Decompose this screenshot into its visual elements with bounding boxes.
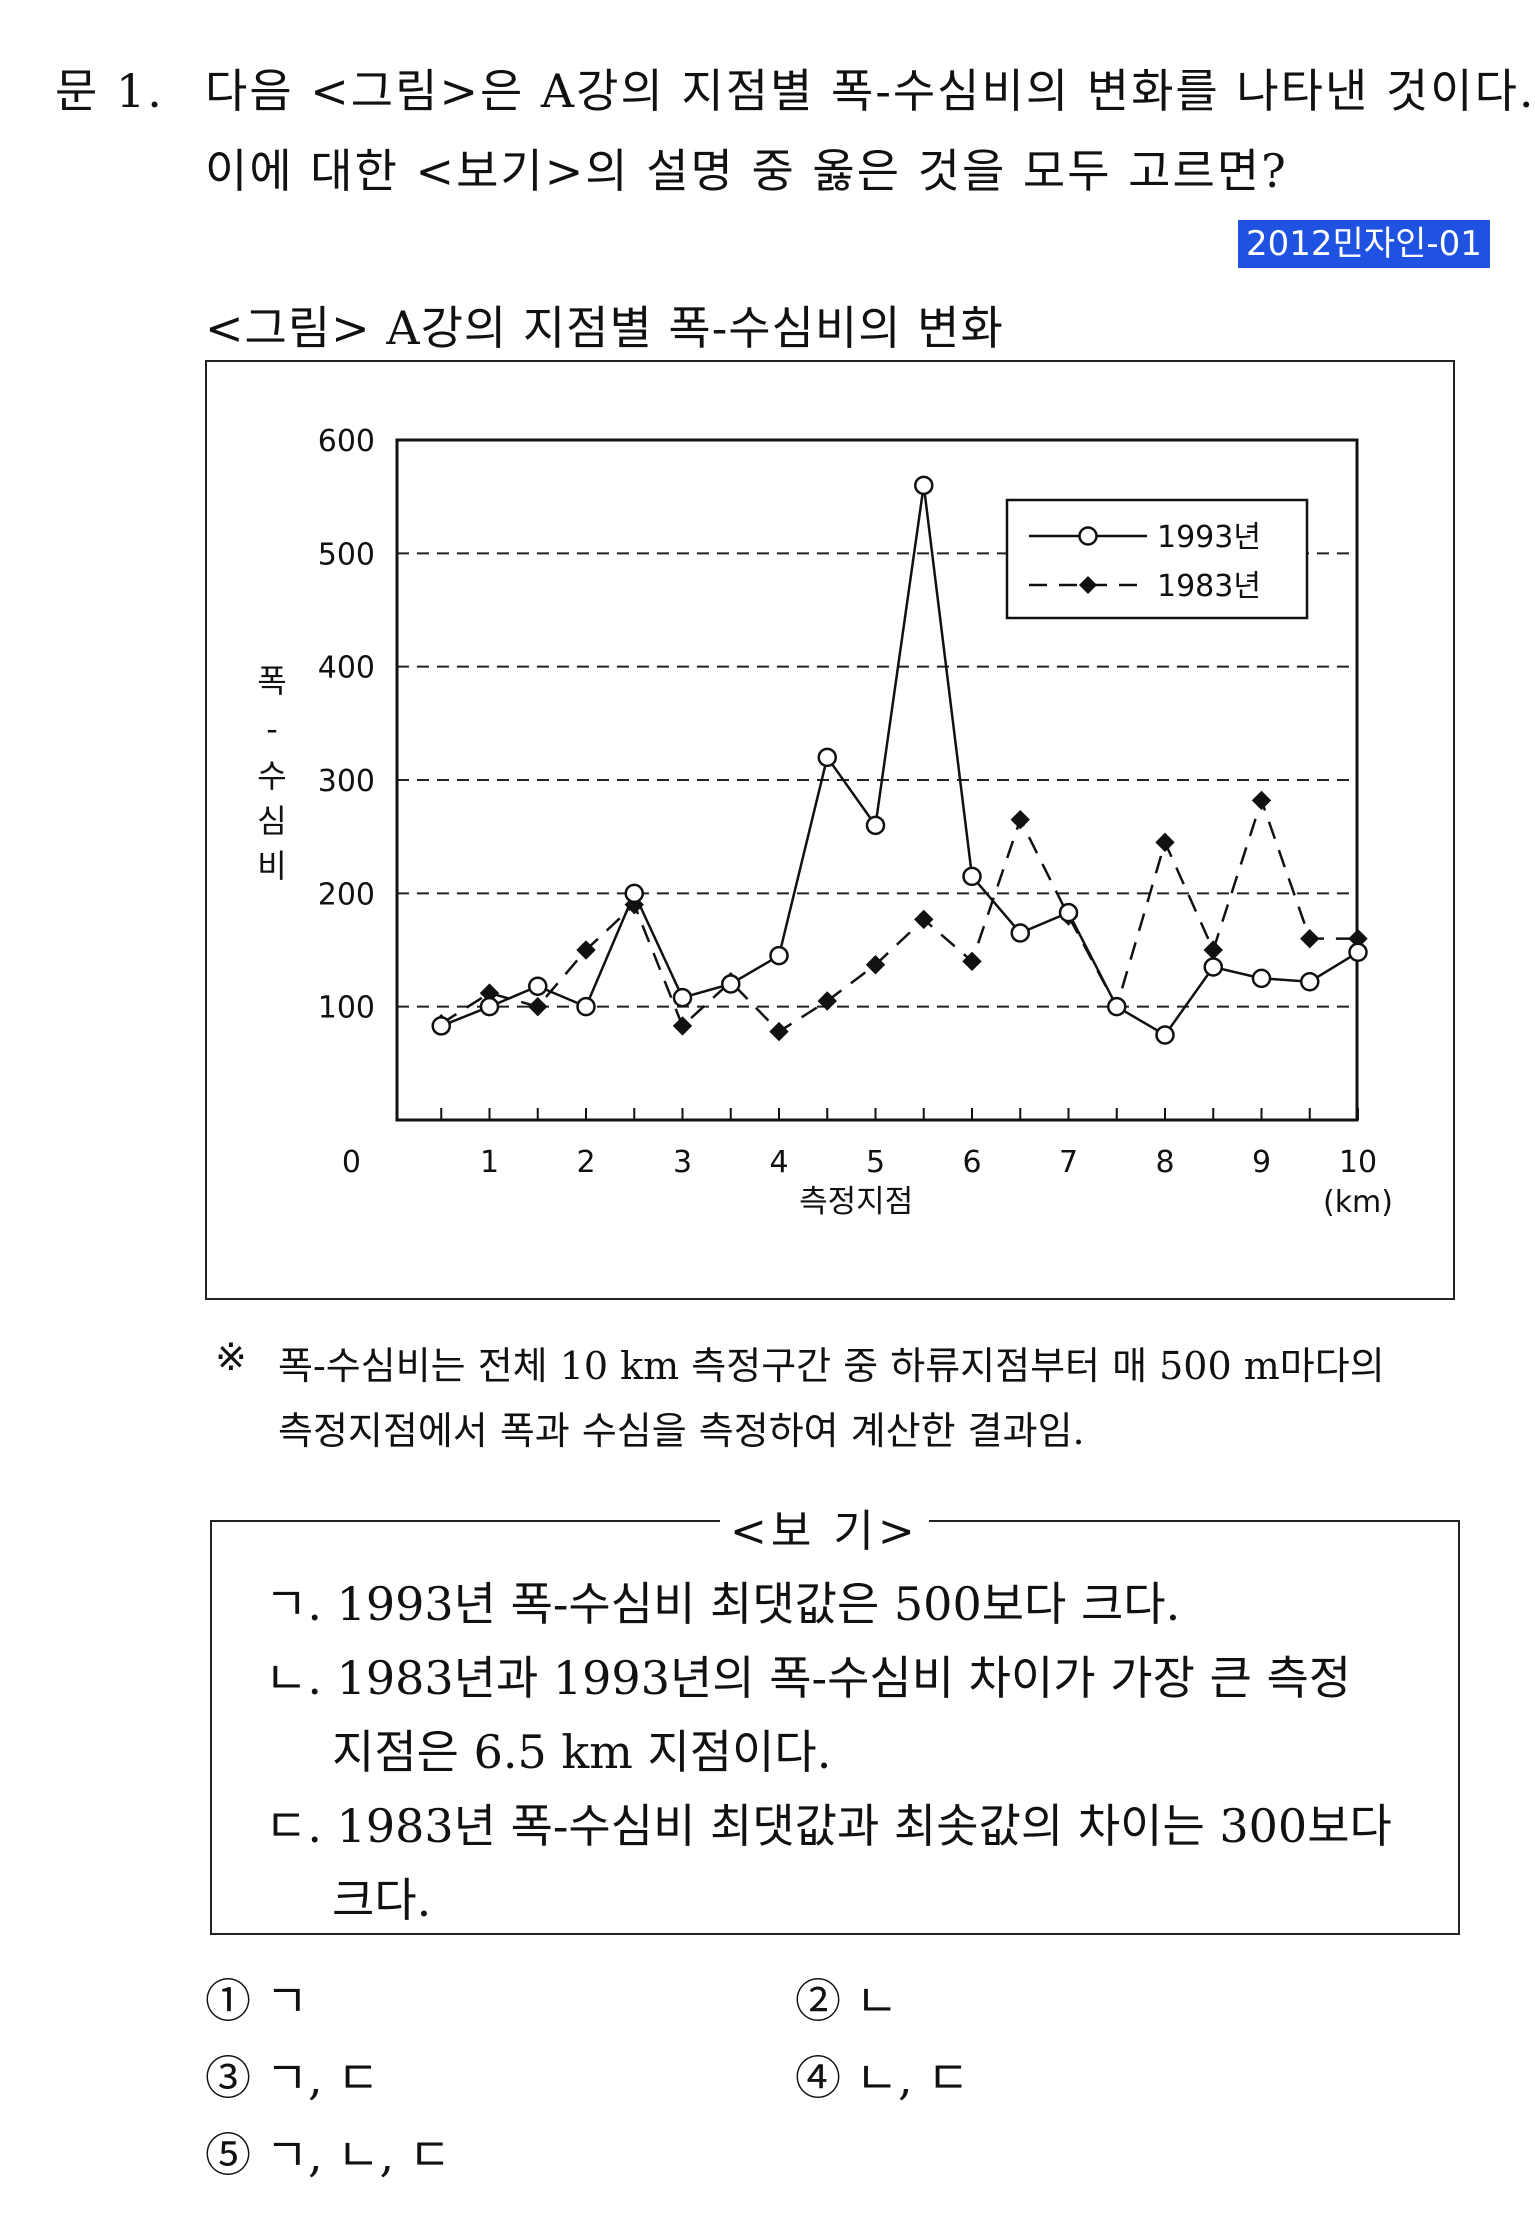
y-axis-label-char: 비 bbox=[257, 847, 286, 885]
choice-5[interactable]: ⑤ ㄱ, ㄴ, ㄷ bbox=[205, 2128, 452, 2182]
point-1993 bbox=[1155, 1025, 1175, 1045]
x-axis-label: 측정지점 bbox=[799, 1184, 913, 1220]
legend-box bbox=[1005, 498, 1309, 620]
figure-title: <그림> A강의 지점별 폭-수심비의 변화 bbox=[205, 301, 1004, 355]
point-1993 bbox=[576, 996, 596, 1017]
point-1983 bbox=[865, 955, 886, 975]
question-text-line2: 이에 대한 <보기>의 설명 중 옳은 것을 모두 고르면? bbox=[205, 144, 1288, 198]
legend-marker-1993 bbox=[1078, 526, 1098, 546]
point-1993 bbox=[1251, 968, 1272, 989]
x-tick-label: 7 bbox=[1059, 1145, 1078, 1180]
point-1983 bbox=[576, 940, 596, 960]
y-axis-label-char: 폭 bbox=[257, 662, 286, 700]
choice-1[interactable]: ① ㄱ bbox=[205, 1974, 308, 2028]
point-1993 bbox=[1348, 942, 1368, 963]
question-text-line1: 다음 <그림>은 A강의 지점별 폭-수심비의 변화를 나타낸 것이다. bbox=[205, 64, 1535, 118]
series-line-1993 bbox=[440, 485, 1359, 1037]
legend-marker-1983 bbox=[1079, 576, 1097, 594]
point-1993 bbox=[1010, 923, 1030, 943]
bogi-item-3: ㄷ. 1983년 폭-수심비 최댓값과 최솟값의 차이는 300보다 bbox=[265, 1799, 1392, 1853]
y-tick-label: 600 bbox=[318, 424, 375, 459]
bogi-title: <보 기> bbox=[720, 1495, 929, 1559]
point-1993 bbox=[431, 1016, 451, 1036]
point-1993 bbox=[769, 945, 789, 966]
note-mark: ※ bbox=[215, 1335, 247, 1379]
bogi-item-3-cont: 크다. bbox=[332, 1873, 432, 1927]
point-1983 bbox=[672, 1016, 693, 1036]
point-1983 bbox=[914, 909, 934, 930]
x-tick-label: 9 bbox=[1252, 1145, 1271, 1180]
y-axis-label-char: - bbox=[266, 710, 278, 748]
y-tick-label: 400 bbox=[318, 651, 375, 686]
x-tick-label: 1 bbox=[480, 1145, 499, 1180]
x-tick-label: 10 bbox=[1339, 1145, 1377, 1180]
y-tick-label: 500 bbox=[318, 537, 375, 572]
x-tick-label: 3 bbox=[673, 1145, 692, 1180]
point-1983 bbox=[962, 951, 982, 972]
point-1993 bbox=[672, 987, 693, 1008]
point-1993 bbox=[721, 974, 741, 994]
point-1993 bbox=[914, 475, 934, 496]
x-tick-label: 5 bbox=[866, 1145, 885, 1180]
point-1993 bbox=[479, 996, 500, 1017]
point-1983 bbox=[1010, 809, 1030, 830]
bogi-item-2-cont: 지점은 6.5 km 지점이다. bbox=[332, 1725, 832, 1779]
point-1993 bbox=[1058, 902, 1079, 923]
y-axis-label-char: 수 bbox=[257, 757, 286, 795]
point-1993 bbox=[962, 866, 982, 887]
source-tag: 2012민자인-01 bbox=[1238, 220, 1490, 268]
point-1993 bbox=[1107, 996, 1127, 1017]
point-1983 bbox=[769, 1021, 789, 1042]
bogi-item-1: ㄱ. 1993년 폭-수심비 최댓값은 500보다 크다. bbox=[265, 1577, 1181, 1631]
choice-3[interactable]: ③ ㄱ, ㄷ bbox=[205, 2051, 380, 2105]
point-1983 bbox=[817, 991, 837, 1011]
point-1993 bbox=[528, 976, 548, 997]
point-1993 bbox=[624, 883, 644, 904]
choice-2[interactable]: ② ㄴ bbox=[795, 1974, 898, 2028]
line-chart: 100 200 300 400 500 600 0 1 2 3 4 5 6 7 8 9 10 측정지점 (km) 폭 -… bbox=[257, 424, 1393, 1220]
y-tick-label: 200 bbox=[318, 877, 375, 912]
series-line-1983 bbox=[440, 796, 1358, 1034]
point-1993 bbox=[817, 747, 837, 768]
legend-label-1993: 1993년 bbox=[1157, 520, 1261, 555]
x-tick-label: 8 bbox=[1155, 1145, 1174, 1180]
choice-4[interactable]: ④ ㄴ, ㄷ bbox=[795, 2051, 970, 2105]
legend-label-1983: 1983년 bbox=[1157, 569, 1261, 604]
note-line2: 측정지점에서 폭과 수심을 측정하여 계산한 결과임. bbox=[278, 1409, 1085, 1453]
y-tick-label: 300 bbox=[318, 764, 375, 799]
point-1983 bbox=[1300, 928, 1320, 949]
point-1993 bbox=[1203, 957, 1223, 977]
y-axis-label-char: 심 bbox=[257, 802, 286, 840]
plot-area bbox=[395, 438, 1359, 1122]
x-tick-label: 6 bbox=[962, 1145, 981, 1180]
bogi-item-2: ㄴ. 1983년과 1993년의 폭-수심비 차이가 가장 큰 측정 bbox=[265, 1651, 1352, 1705]
point-1983 bbox=[1251, 790, 1272, 811]
y-tick-label: 100 bbox=[318, 991, 375, 1026]
point-1993 bbox=[1300, 971, 1320, 992]
note-line1: 폭-수심비는 전체 10 km 측정구간 중 하류지점부터 매 500 m마다의 bbox=[278, 1344, 1385, 1388]
x-axis-unit: (km) bbox=[1323, 1185, 1393, 1220]
chart-frame: 100 200 300 400 500 600 0 1 2 3 4 5 6 7 8 9 10 측정지점 (km) 폭 -… bbox=[205, 360, 1455, 1300]
x-tick-label: 4 bbox=[769, 1145, 788, 1180]
question-number: 문 1. bbox=[55, 64, 164, 118]
point-1983 bbox=[1155, 832, 1175, 853]
point-1983 bbox=[528, 996, 548, 1017]
x-tick-label: 2 bbox=[576, 1145, 595, 1180]
origin-label: 0 bbox=[342, 1145, 361, 1180]
point-1993 bbox=[865, 815, 886, 836]
point-1983 bbox=[1203, 940, 1223, 960]
